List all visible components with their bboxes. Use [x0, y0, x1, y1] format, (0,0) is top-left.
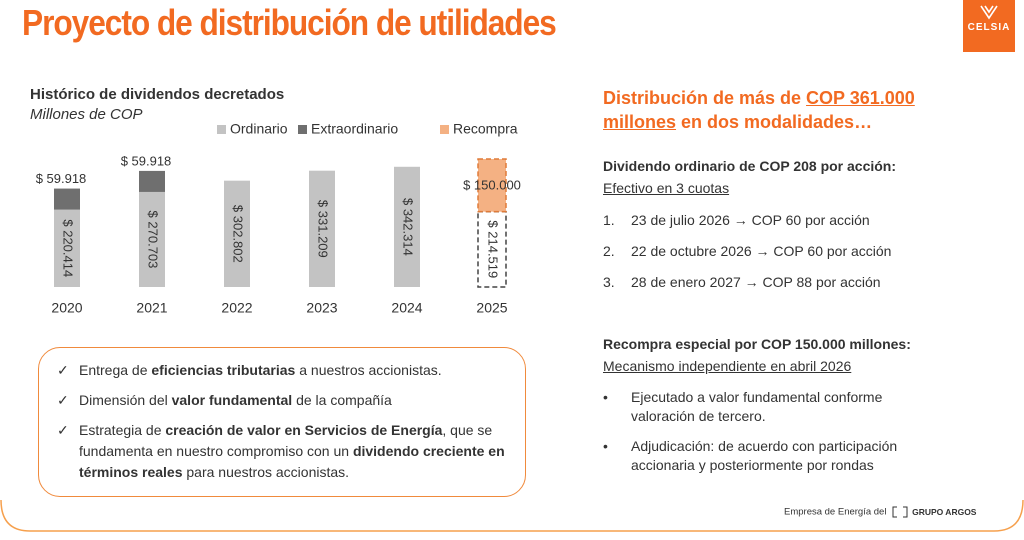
section-subtitle: Efectivo en 3 cuotas — [603, 180, 730, 196]
highlights-box: ✓ Entrega de eficiencias tributarias a nu… — [38, 347, 526, 497]
list-item: • Ejecutado a valor fundamental conforme … — [603, 388, 931, 426]
x-tick-label: 2021 — [136, 300, 167, 316]
bar-segment — [54, 188, 80, 210]
section: Recompra especial por COP 150.000 millon… — [603, 333, 983, 475]
bar-segment — [54, 209, 80, 287]
check-icon: ✓ — [57, 392, 69, 408]
text: a nuestros accionistas. — [295, 362, 442, 378]
list-text: Adjudicación: de acuerdo con participaci… — [631, 438, 898, 473]
legend-label: Extraordinario — [311, 121, 398, 137]
legend-swatch — [298, 125, 307, 134]
heading-run: en dos modalidades… — [676, 112, 873, 132]
bold-text: creación de valor en Servicios de Energí… — [165, 422, 443, 438]
value-label: $ 59.918 — [36, 171, 87, 186]
bold-text: eficiencias tributarias — [151, 362, 296, 378]
text: para nuestros accionistas. — [182, 464, 350, 480]
text: , que se fundamenta en nuestro compromis… — [79, 422, 493, 459]
logo: CELSIA — [963, 0, 1015, 52]
bar-segment — [139, 191, 165, 287]
footer-text: Empresa de Energía del — [784, 506, 887, 518]
value-label: $ 214.519 — [486, 220, 501, 278]
text: de la compañía — [292, 392, 392, 408]
x-tick-label: 2025 — [476, 300, 507, 316]
logo-icon — [980, 5, 998, 20]
legend-label: Recompra — [453, 121, 518, 137]
section: Dividendo ordinario de COP 208 por acció… — [603, 155, 983, 292]
check-icon: ✓ — [57, 362, 69, 378]
list-text: Ejecutado a valor fundamental conforme v… — [631, 389, 883, 424]
bullet: • — [603, 389, 608, 405]
x-tick-label: 2024 — [391, 300, 422, 316]
highlight-item: ✓ Dimensión del valor fundamental de la c… — [57, 390, 519, 411]
list-text: 23 de julio 2026 → COP 60 por acción — [631, 212, 870, 228]
bar-segment — [139, 170, 165, 192]
list-marker: 2. — [603, 243, 615, 259]
value-label: $ 270.703 — [146, 211, 161, 269]
text: Dimensión del — [79, 392, 172, 408]
x-tick-label: 2020 — [51, 300, 82, 316]
summary-heading: Distribución de más de COP 361.000 millo… — [603, 86, 983, 134]
bar-segment — [477, 158, 507, 213]
value-label: $ 150.000 — [463, 177, 521, 192]
bar-segment — [309, 170, 335, 287]
section-title: Recompra especial por COP 150.000 millon… — [603, 336, 911, 352]
value-label: $ 302.802 — [231, 205, 246, 263]
section-title: Dividendo ordinario de COP 208 por acció… — [603, 158, 897, 174]
brand-icon — [892, 506, 908, 518]
text: Estrategia de — [79, 422, 166, 438]
highlight-item: ✓ Entrega de eficiencias tributarias a nu… — [57, 360, 519, 381]
list-item: 2. 22 de octubre 2026 → COP 60 por acción — [603, 241, 971, 261]
legend-swatch — [217, 125, 226, 134]
bar-segment — [224, 180, 250, 287]
heading-run: COP 361.000 millones — [603, 88, 915, 132]
bold-text: dividendo creciente en términos reales — [79, 443, 505, 480]
legend-swatch — [440, 125, 449, 134]
x-tick-label: 2023 — [306, 300, 337, 316]
legend-label: Ordinario — [230, 121, 288, 137]
bold-text: valor fundamental — [171, 392, 293, 408]
list-text: 28 de enero 2027 → COP 88 por acción — [631, 274, 881, 290]
bar-segment — [477, 210, 507, 288]
heading-run: Distribución de más de — [603, 88, 807, 108]
list-item: 3. 28 de enero 2027 → COP 88 por acción — [603, 272, 971, 292]
check-icon: ✓ — [57, 422, 69, 438]
highlight-item: ✓ Estrategia de creación de valor en Serv… — [57, 420, 519, 483]
x-tick-label: 2022 — [221, 300, 252, 316]
list-marker: 3. — [603, 274, 615, 290]
bullet: • — [603, 438, 608, 454]
value-label: $ 342.314 — [401, 198, 416, 256]
value-label: $ 220.414 — [61, 219, 76, 277]
logo-text: CELSIA — [967, 22, 1011, 33]
list-text: 22 de octubre 2026 → COP 60 por acción — [631, 243, 892, 259]
text: Entrega de — [79, 362, 152, 378]
value-label: $ 59.918 — [121, 153, 172, 168]
footer-brand: GRUPO ARGOS — [912, 506, 977, 517]
list-marker: 1. — [603, 212, 615, 228]
list-item: • Adjudicación: de acuerdo con participac… — [603, 437, 931, 475]
chart-title: Histórico de dividendos decretados — [30, 86, 284, 103]
chart-subtitle: Millones de COP — [30, 106, 143, 123]
summary: Distribución de más de COP 361.000 millo… — [603, 86, 983, 473]
chart: Histórico de dividendos decretados Millo… — [30, 86, 521, 316]
list-item: 1. 23 de julio 2026 → COP 60 por acción — [603, 210, 971, 230]
section-subtitle: Mecanismo independiente en abril 2026 — [603, 358, 852, 374]
value-label: $ 331.209 — [316, 200, 331, 258]
footer: Empresa de Energía del GRUPO ARGOS — [784, 506, 976, 518]
bar-segment — [394, 166, 420, 287]
slide-title: Proyecto de distribución de utilidades — [22, 2, 557, 43]
